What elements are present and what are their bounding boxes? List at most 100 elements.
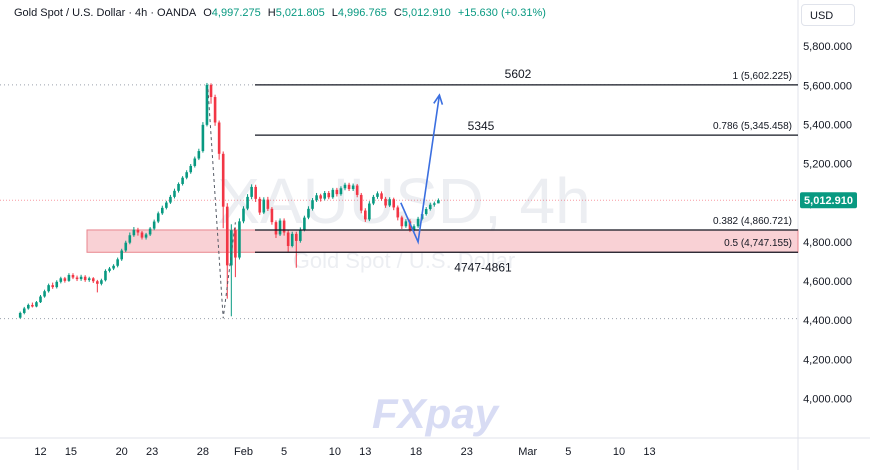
candle-body bbox=[299, 229, 302, 241]
candle-body bbox=[416, 218, 420, 227]
candle-body bbox=[47, 285, 50, 292]
candle-body bbox=[221, 153, 225, 207]
candle-body bbox=[104, 270, 107, 281]
candle-body bbox=[364, 210, 367, 220]
candle-body bbox=[262, 199, 266, 213]
candle-body bbox=[250, 186, 253, 197]
candle-body bbox=[197, 151, 201, 159]
candle-body bbox=[307, 208, 310, 218]
candle-body bbox=[120, 250, 123, 260]
candle-body bbox=[294, 233, 298, 241]
y-tick-label: 4,000.000 bbox=[803, 394, 852, 406]
candle-body bbox=[217, 122, 221, 154]
candle-body bbox=[437, 200, 440, 204]
candle-body bbox=[384, 198, 387, 206]
candle-body bbox=[71, 274, 75, 278]
candle-body bbox=[303, 217, 306, 230]
x-tick-label: 20 bbox=[116, 446, 128, 458]
candle-body bbox=[128, 235, 132, 243]
candle-body bbox=[266, 199, 270, 209]
x-tick-label: 18 bbox=[410, 446, 422, 458]
close-label: C bbox=[393, 7, 402, 19]
candle-body bbox=[258, 198, 262, 213]
open-label: O bbox=[203, 7, 212, 19]
candle-body bbox=[91, 278, 95, 282]
candle-body bbox=[230, 230, 233, 266]
candle-body bbox=[311, 200, 314, 209]
candle-body bbox=[144, 234, 148, 238]
x-tick-label: Feb bbox=[234, 446, 253, 458]
open-value: 4,997.275 bbox=[211, 7, 261, 19]
candle-body bbox=[100, 280, 103, 284]
x-tick-label: 13 bbox=[643, 446, 655, 458]
annotation-5345: 5345 bbox=[468, 119, 495, 133]
candle-body bbox=[22, 308, 26, 313]
candle-body bbox=[213, 97, 217, 123]
candle-body bbox=[193, 158, 197, 166]
candle-body bbox=[254, 186, 257, 199]
candle-body bbox=[161, 207, 164, 214]
projection-arrowhead bbox=[433, 93, 444, 105]
candle-body bbox=[75, 277, 79, 280]
x-tick-label: 10 bbox=[613, 446, 625, 458]
candle-body bbox=[189, 165, 193, 173]
y-tick-label: 5,400.000 bbox=[803, 119, 852, 131]
candle-body bbox=[181, 177, 184, 184]
y-tick-label: 5,600.000 bbox=[803, 80, 852, 92]
candle-body bbox=[55, 281, 59, 288]
candle-body bbox=[290, 233, 294, 247]
candle-body bbox=[31, 304, 34, 307]
candle-body bbox=[39, 296, 42, 303]
candle-body bbox=[35, 302, 38, 307]
candle-body bbox=[51, 285, 54, 288]
candle-body bbox=[408, 221, 412, 230]
candle-body bbox=[339, 188, 343, 195]
candle-body bbox=[87, 278, 91, 281]
candle-body bbox=[412, 226, 416, 230]
fib-level-label: 1 (5,602.225) bbox=[733, 71, 793, 82]
candle-body bbox=[209, 84, 213, 98]
candle-body bbox=[173, 190, 176, 197]
candle-body bbox=[270, 208, 274, 223]
y-tick-label: 4,600.000 bbox=[803, 276, 852, 288]
fxpay-logo: FXpay bbox=[372, 390, 501, 437]
candle-body bbox=[323, 192, 326, 199]
y-tick-label: 4,800.000 bbox=[803, 237, 852, 249]
candle-body bbox=[343, 184, 347, 189]
candle-body bbox=[428, 204, 432, 210]
candle-body bbox=[372, 196, 375, 204]
currency-button[interactable]: USD bbox=[801, 4, 855, 26]
candle-body bbox=[278, 220, 282, 235]
candle-body bbox=[67, 274, 71, 281]
candle-body bbox=[335, 189, 339, 195]
candle-body bbox=[274, 222, 278, 235]
x-tick-label: 23 bbox=[461, 446, 473, 458]
candle-body bbox=[112, 265, 115, 269]
high-value: 5,021.805 bbox=[275, 7, 325, 19]
y-tick-label: 5,200.000 bbox=[803, 159, 852, 171]
high-label: H bbox=[267, 7, 276, 19]
candle-body bbox=[388, 199, 391, 206]
candle-body bbox=[355, 185, 359, 195]
candle-body bbox=[242, 208, 245, 222]
candle-body bbox=[136, 229, 140, 233]
candle-body bbox=[185, 172, 188, 178]
low-label: L bbox=[331, 7, 338, 19]
candle-body bbox=[205, 84, 209, 125]
candle-body bbox=[234, 230, 237, 258]
x-tick-label: 13 bbox=[359, 446, 371, 458]
y-tick-label: 5,800.000 bbox=[803, 41, 852, 53]
candle-body bbox=[319, 195, 322, 199]
candle-body bbox=[83, 276, 87, 281]
support-zone bbox=[86, 229, 799, 253]
x-tick-label: 5 bbox=[565, 446, 571, 458]
y-tick-label: 4,400.000 bbox=[803, 315, 852, 327]
x-tick-label: 10 bbox=[329, 446, 341, 458]
candle-body bbox=[59, 278, 63, 282]
symbol-title: Gold Spot / U.S. Dollar · 4h · OANDA bbox=[14, 7, 197, 19]
fib-level-label: 0.5 (4,747.155) bbox=[724, 238, 792, 249]
last-price-label: 5,012.910 bbox=[804, 195, 853, 207]
candle-body bbox=[246, 196, 249, 209]
